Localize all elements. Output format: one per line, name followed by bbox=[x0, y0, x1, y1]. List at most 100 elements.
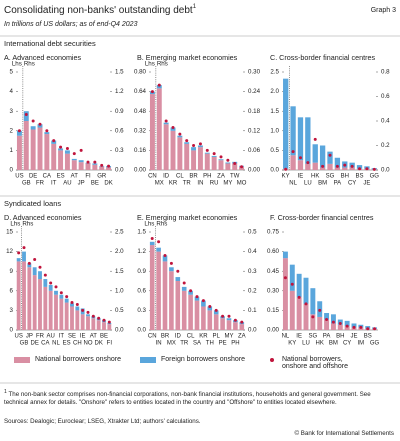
bar bbox=[213, 314, 219, 330]
x-tick-label: KY bbox=[282, 174, 290, 180]
dot-marker bbox=[201, 299, 205, 303]
y-tick-label: 0.16 bbox=[134, 147, 147, 154]
dot-marker bbox=[214, 308, 218, 312]
lhs-label: Lhs bbox=[10, 221, 20, 228]
lhs-label: Lhs bbox=[144, 221, 154, 228]
bar bbox=[54, 294, 58, 330]
x-tick-label: CY bbox=[343, 341, 351, 347]
dot-marker bbox=[150, 90, 154, 94]
bar bbox=[337, 324, 343, 330]
x-tick-label: CH bbox=[73, 341, 82, 347]
dot-marker bbox=[352, 325, 356, 329]
rhs-label: Rhs bbox=[24, 61, 35, 68]
bar bbox=[149, 245, 155, 330]
y-tick-label: 0.2 bbox=[381, 142, 390, 149]
bar bbox=[32, 275, 37, 330]
dot-marker bbox=[291, 150, 295, 154]
bar bbox=[317, 316, 323, 330]
y-tick-label: 0.0 bbox=[270, 167, 279, 174]
bar bbox=[177, 135, 183, 138]
bar bbox=[184, 143, 190, 170]
dot-marker bbox=[91, 314, 95, 318]
dot-marker bbox=[240, 165, 244, 169]
bar bbox=[204, 153, 210, 170]
dot-marker bbox=[31, 119, 35, 123]
dot-marker bbox=[283, 276, 287, 280]
dot-marker bbox=[75, 303, 79, 307]
x-tick-label: JP bbox=[78, 181, 85, 187]
bar bbox=[330, 314, 336, 324]
bar bbox=[218, 159, 224, 161]
bar bbox=[78, 162, 84, 170]
dot-marker bbox=[102, 318, 106, 322]
dot-marker bbox=[208, 304, 212, 308]
bar bbox=[207, 306, 213, 311]
dot-marker bbox=[195, 295, 199, 299]
x-tick-label: AT bbox=[71, 174, 79, 180]
dot-marker bbox=[350, 164, 354, 168]
panel-title: F. Cross-border financial centres bbox=[270, 213, 374, 222]
dot-marker bbox=[298, 156, 302, 160]
y-tick-label: 0.8 bbox=[381, 69, 390, 76]
bar bbox=[239, 166, 245, 170]
page-title: Consolidating non-banks' outstanding deb… bbox=[4, 4, 197, 16]
y-tick-label: 1.5 bbox=[137, 229, 146, 236]
y-tick-label: 4 bbox=[10, 88, 14, 95]
y-tick-label: 0.12 bbox=[248, 127, 261, 134]
legend-item: Foreign borrowers onshore bbox=[140, 356, 266, 370]
dot-marker bbox=[189, 289, 193, 293]
dot-marker bbox=[212, 152, 216, 156]
bar bbox=[156, 85, 162, 89]
bar bbox=[163, 122, 169, 125]
y-tick-label: 1.5 bbox=[270, 108, 279, 115]
bar bbox=[30, 126, 36, 130]
x-tick-label: PA bbox=[323, 334, 331, 340]
x-tick-label: BH bbox=[341, 174, 349, 180]
bar bbox=[170, 130, 176, 170]
dot-marker bbox=[306, 161, 310, 165]
dot-marker bbox=[79, 148, 83, 152]
x-tick-label: IE bbox=[298, 174, 304, 180]
bar bbox=[282, 258, 288, 330]
dot-marker bbox=[178, 132, 182, 136]
bar bbox=[32, 267, 37, 276]
panel-title: A. Advanced economies bbox=[4, 53, 82, 62]
x-tick-label: CL bbox=[176, 174, 184, 180]
x-tick-label: PH bbox=[203, 174, 211, 180]
bar bbox=[194, 300, 200, 330]
y-tick-label: 1.5 bbox=[115, 69, 124, 76]
bar bbox=[296, 297, 302, 330]
bar bbox=[78, 160, 84, 163]
x-tick-label: SG bbox=[309, 334, 318, 340]
dot-marker bbox=[321, 164, 325, 168]
bar bbox=[239, 324, 245, 330]
panel-title: D. Advanced economies bbox=[4, 213, 82, 222]
dot-marker bbox=[318, 308, 322, 312]
bar bbox=[44, 132, 50, 135]
dot-marker bbox=[100, 163, 104, 167]
bar bbox=[344, 326, 350, 330]
bar bbox=[51, 140, 57, 144]
x-tick-label: TW bbox=[230, 174, 240, 180]
dot-marker bbox=[176, 269, 180, 273]
dot-marker bbox=[54, 285, 58, 289]
legend-item: National borrowers, onshore and offshore bbox=[266, 356, 366, 370]
x-tick-label: BR bbox=[189, 174, 198, 180]
bar bbox=[289, 264, 295, 291]
x-tick-label: NL bbox=[282, 334, 290, 340]
bar bbox=[181, 286, 187, 291]
dot-marker bbox=[38, 265, 42, 269]
x-tick-label: TR bbox=[180, 341, 189, 347]
bar bbox=[225, 163, 231, 170]
dot-marker bbox=[150, 237, 154, 241]
dot-marker bbox=[343, 163, 347, 167]
dot-marker bbox=[49, 281, 53, 285]
x-tick-label: IT bbox=[51, 181, 57, 187]
bar bbox=[351, 323, 357, 328]
y-tick-label: 0.00 bbox=[134, 167, 147, 174]
bar bbox=[220, 318, 225, 330]
bar bbox=[58, 150, 64, 170]
x-tick-label: CN bbox=[148, 174, 157, 180]
bar bbox=[213, 310, 219, 315]
bar bbox=[349, 167, 355, 170]
